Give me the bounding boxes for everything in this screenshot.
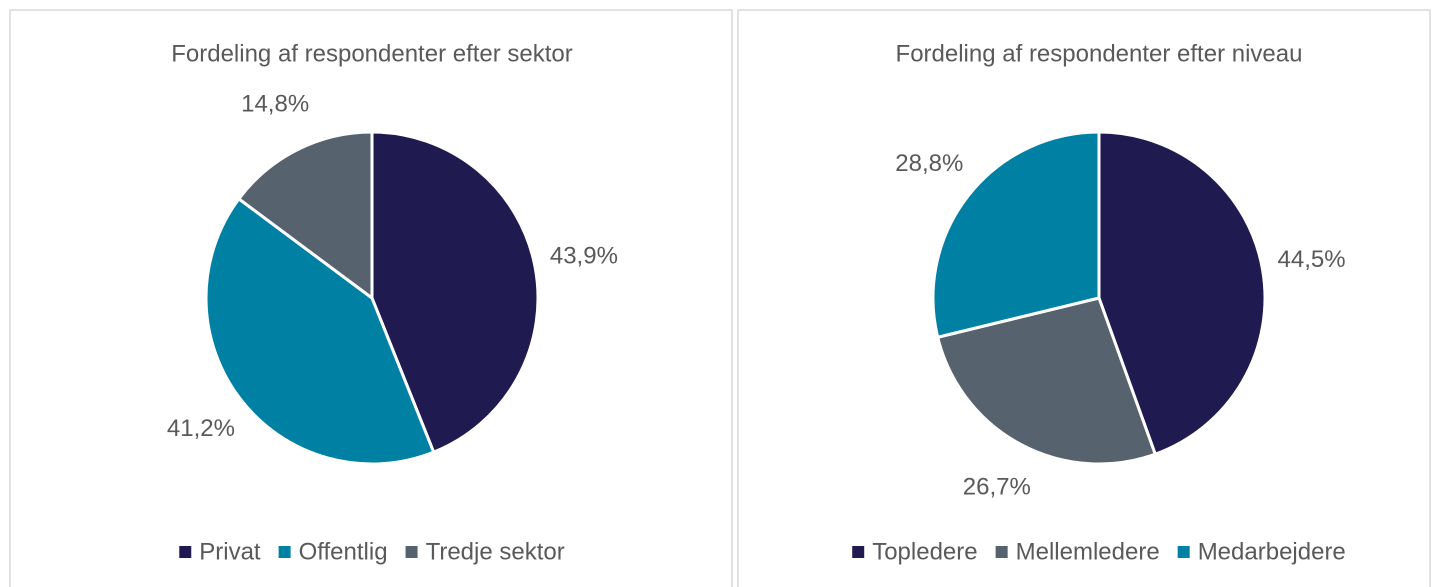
data-label: 41,2% <box>167 415 235 442</box>
data-label: 28,8% <box>895 150 963 177</box>
legend-label: Offentlig <box>299 538 388 565</box>
legend-label: Privat <box>199 538 261 565</box>
legend-label: Tredje sektor <box>426 538 565 565</box>
pie-slice <box>931 130 1101 340</box>
legend-swatch <box>1177 546 1190 558</box>
data-label: 14,8% <box>241 90 309 117</box>
legend-swatch <box>179 546 192 558</box>
data-label: 43,9% <box>550 243 618 270</box>
data-label: 26,7% <box>963 473 1031 500</box>
legend-label: Medarbejdere <box>1198 538 1346 565</box>
pie-slice <box>1097 130 1267 457</box>
legend-swatch <box>852 546 865 558</box>
legend-swatch <box>995 546 1008 558</box>
pie-slice <box>236 130 374 301</box>
legend-label: Topledere <box>872 538 977 565</box>
pie-slice <box>370 130 540 455</box>
legend-swatch <box>405 546 418 558</box>
data-label: 44,5% <box>1278 246 1346 273</box>
pie-slice <box>204 196 436 466</box>
legend-swatch <box>278 546 291 558</box>
pie-slice <box>935 296 1158 466</box>
legend-label: Mellemledere <box>1016 538 1160 565</box>
chart-title: Fordeling af respondenter efter sektor <box>171 40 573 67</box>
chart-title: Fordeling af respondenter efter niveau <box>896 40 1303 67</box>
